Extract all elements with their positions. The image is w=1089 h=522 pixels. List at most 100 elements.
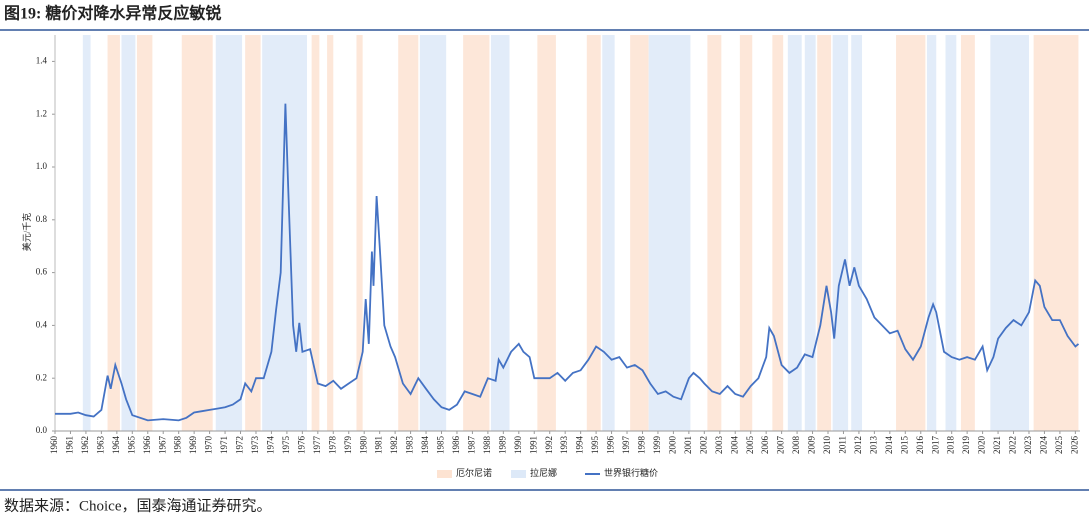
period-band [181,35,213,431]
period-band [926,35,937,431]
x-tick-label: 1978 [327,436,337,455]
period-band [107,35,120,431]
period-band [707,35,722,431]
x-tick-label: 1963 [95,436,105,455]
period-band [215,35,243,431]
period-band [772,35,784,431]
x-tick-label: 1960 [49,436,59,455]
legend-swatch [437,470,452,478]
period-band [851,35,863,431]
x-tick-label: 1966 [142,436,152,455]
period-band [262,35,307,431]
x-tick-label: 1986 [451,436,461,455]
x-tick-label: 1995 [590,436,600,455]
x-tick-label: 2022 [1008,436,1018,454]
x-tick-label: 2009 [807,436,817,455]
period-band [990,35,1029,431]
x-tick-label: 2017 [930,436,940,455]
legend-swatch [511,470,526,478]
y-axis-label: 美元/千克 [21,213,32,252]
chart-title: 图19: 糖价对降水异常反应敏锐 [4,4,221,23]
x-tick-label: 1994 [575,436,585,455]
x-tick-label: 2007 [776,436,786,455]
period-band [960,35,975,431]
x-tick-label: 1982 [389,436,399,454]
x-tick-label: 1988 [482,436,492,455]
period-band [463,35,490,431]
x-tick-label: 2016 [915,436,925,455]
period-band [817,35,832,431]
x-tick-label: 1984 [420,436,430,455]
x-tick-label: 1997 [621,436,631,455]
x-tick-label: 2005 [745,436,755,455]
x-tick-label: 2018 [946,436,956,455]
y-tick-label: 0.0 [36,425,48,435]
period-band [245,35,261,431]
period-band [804,35,816,431]
x-tick-label: 2010 [822,436,832,455]
period-band [136,35,153,431]
period-band [311,35,320,431]
legend-label: 厄尔尼诺 [456,467,492,478]
x-tick-label: 1967 [157,436,167,455]
x-tick-label: 2021 [992,436,1002,454]
x-tick-label: 2003 [714,436,724,455]
x-tick-label: 2019 [961,436,971,455]
x-tick-label: 1996 [606,436,616,455]
period-band [419,35,447,431]
x-tick-label: 1979 [343,436,353,455]
x-tick-label: 1962 [80,436,90,454]
x-tick-label: 1992 [544,436,554,454]
period-band [537,35,556,431]
y-tick-label: 0.2 [36,372,47,382]
x-tick-label: 1961 [65,436,75,454]
x-tick-label: 1993 [559,436,569,455]
x-tick-label: 1970 [204,436,214,455]
x-tick-label: 1998 [637,436,647,455]
x-tick-label: 1983 [405,436,415,455]
x-tick-label: 1972 [235,436,245,454]
x-tick-label: 1980 [358,436,368,455]
x-tick-label: 1999 [652,436,662,455]
x-tick-label: 1971 [219,436,229,454]
x-tick-label: 2025 [1054,436,1064,455]
x-tick-label: 1987 [466,436,476,455]
x-tick-label: 2013 [868,436,878,455]
period-band [787,35,802,431]
x-tick-label: 2008 [791,436,801,455]
x-tick-label: 1964 [111,436,121,455]
period-band [121,35,136,431]
period-band [832,35,849,431]
x-tick-label: 1977 [312,436,322,455]
x-tick-label: 1989 [497,436,507,455]
period-band [490,35,510,431]
x-tick-label: 2004 [729,436,739,455]
legend-label: 拉尼娜 [530,467,557,478]
period-band [602,35,615,431]
x-tick-label: 2001 [683,436,693,454]
x-tick-label: 2000 [667,436,677,455]
period-band [327,35,334,431]
period-band [896,35,926,431]
x-tick-label: 1990 [513,436,523,455]
period-band [356,35,363,431]
period-band [739,35,753,431]
x-tick-label: 2011 [838,436,848,454]
y-tick-label: 1.0 [36,161,48,171]
y-tick-label: 0.4 [36,319,48,329]
x-tick-label: 1968 [173,436,183,455]
period-band [648,35,691,431]
period-band [586,35,601,431]
x-tick-label: 2026 [1069,436,1079,455]
x-tick-label: 1981 [374,436,384,454]
x-tick-label: 1965 [126,436,136,455]
x-tick-label: 1974 [266,436,276,455]
y-tick-label: 1.2 [36,108,47,118]
x-tick-label: 2014 [884,436,894,455]
x-tick-label: 1969 [188,436,198,455]
y-tick-label: 0.8 [36,214,48,224]
source-note: 数据来源：Choice，国泰海通证券研究。 [4,497,272,514]
legend-label: 世界银行糖价 [604,467,658,478]
x-tick-label: 2012 [853,436,863,454]
y-tick-label: 0.6 [36,267,48,277]
